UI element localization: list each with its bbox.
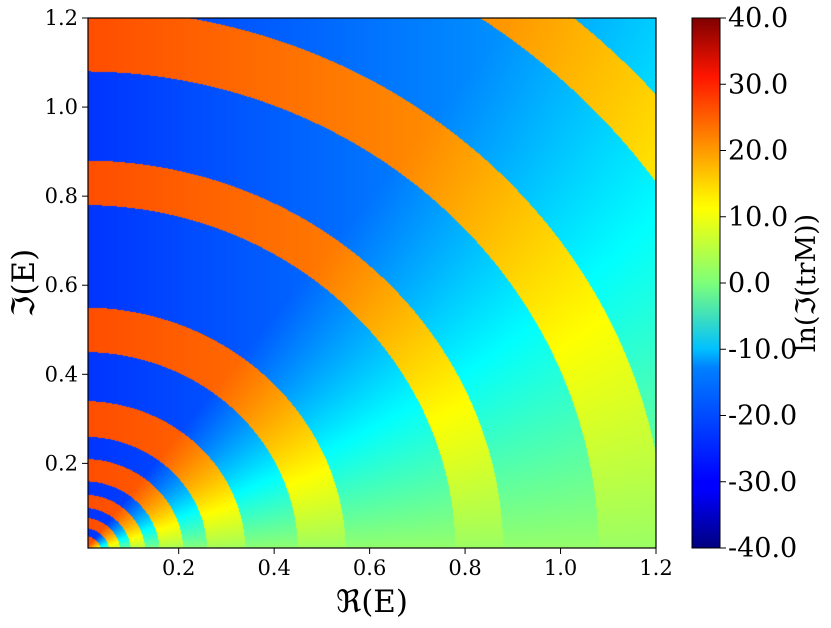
plot-frame (87, 17, 657, 549)
colorbar-tick-label: -40.0 (728, 533, 797, 564)
x-tick-label: 0.8 (448, 556, 481, 580)
colorbar-tick-label: 10.0 (728, 202, 788, 233)
colorbar: 40.030.020.010.00.0-10.0-20.0-30.0-40.0 … (691, 3, 822, 564)
colorbar-tick-label: 20.0 (728, 136, 788, 167)
y-tick-label: 0.8 (45, 184, 78, 208)
y-axis-title: ℑ(E) (6, 249, 42, 317)
x-tick-label: 0.4 (257, 556, 290, 580)
x-tick-label: 0.6 (353, 556, 386, 580)
heatmap-image (88, 18, 656, 548)
colorbar-ticks: 40.0 30.0 20.0 10.0 0.0 -10.0 -20.0 -30.0 -40.0 (720, 3, 797, 564)
y-tick-label: 1.2 (45, 6, 78, 30)
colorbar-tick-label: -30.0 (728, 467, 797, 498)
colorbar-gradient (692, 18, 720, 548)
x-tick-label: 1.0 (544, 556, 577, 580)
plot-area: 0.2 0.4 0.6 0.8 1.0 1.2 0.2 0.4 0.6 0.8 1.0 1.2 (45, 6, 673, 580)
y-tick-label: 0.2 (45, 451, 78, 475)
x-tick-label: 1.2 (639, 556, 672, 580)
colorbar-title: ln(ℑ(trM)) (791, 214, 822, 352)
y-tick-label: 0.4 (45, 362, 78, 386)
y-tick-label: 0.6 (45, 273, 78, 297)
colorbar-tick-label: -10.0 (728, 334, 797, 365)
y-tick-label: 1.0 (45, 95, 78, 119)
colorbar-tick-label: 0.0 (728, 268, 771, 299)
x-axis-ticks: 0.2 0.4 0.6 0.8 1.0 1.2 (162, 548, 673, 580)
y-axis-ticks: 0.2 0.4 0.6 0.8 1.0 1.2 (45, 6, 88, 475)
colorbar-tick-label: 40.0 (728, 3, 788, 34)
x-axis-title: ℜ(E) (336, 584, 408, 620)
colorbar-tick-label: 30.0 (728, 69, 788, 100)
x-tick-label: 0.2 (162, 556, 195, 580)
colorbar-tick-label: -20.0 (728, 401, 797, 432)
